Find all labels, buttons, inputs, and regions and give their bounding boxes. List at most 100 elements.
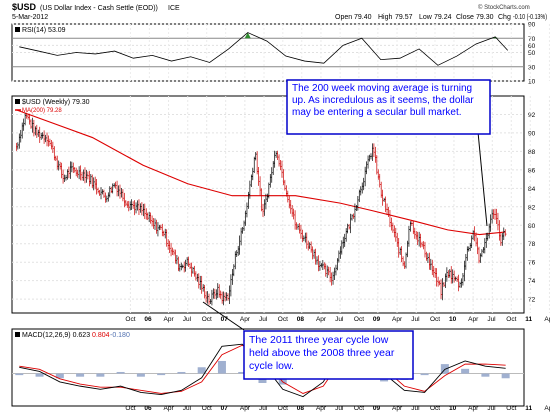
ma-note-text: The 200 week moving average is turning u… (292, 83, 474, 118)
open-label: Open (335, 14, 352, 21)
x-tick-label-bottom: Oct (506, 405, 516, 412)
x-tick-label: 09 (373, 316, 381, 323)
copyright: © StockCharts.com (478, 4, 530, 11)
price-tick-label: 84 (528, 186, 536, 193)
high-label: High (378, 14, 393, 21)
rsi-series (19, 32, 509, 66)
x-tick-label: Jul (411, 316, 420, 323)
price-tick-label: 92 (528, 112, 536, 119)
x-tick-label-bottom: Jul (487, 405, 496, 412)
cycle-note-text: The 2011 three year cycle low held above… (249, 334, 395, 372)
macd-hist-bar (501, 373, 510, 379)
x-tick-label: Apr (392, 316, 403, 323)
x-tick-label-bottom: Jul (259, 405, 268, 412)
x-tick-label-bottom: Oct (125, 405, 135, 412)
x-tick-label-bottom: Oct (202, 405, 212, 412)
x-tick-label: Apr (468, 316, 479, 323)
x-tick-label-bottom: 07 (221, 405, 229, 412)
low-label: Low (419, 14, 433, 21)
rsi-tick-label: 60 (528, 43, 536, 50)
ma-note-box (286, 79, 491, 135)
x-tick-label: Jul (487, 316, 496, 323)
price-tick-label: 90 (528, 130, 536, 137)
ma-series (16, 109, 506, 236)
macd-hist-bar (15, 373, 24, 376)
x-tick-label: Apr (544, 316, 550, 323)
rsi-legend-swatch (15, 27, 20, 32)
rsi-tick-label: 90 (528, 22, 536, 29)
x-tick-label-bottom: Oct (278, 405, 288, 412)
price-tick-label: 78 (528, 241, 536, 248)
x-tick-label: Apr (316, 316, 327, 323)
x-tick-label-bottom: 11 (525, 405, 532, 412)
ma-legend: MA(200) 79.28 (22, 108, 62, 114)
x-tick-label: Jul (335, 316, 344, 323)
open-value: 79.40 (354, 14, 372, 21)
macd-hist-bar (76, 373, 85, 377)
x-tick-label-bottom: Apr (468, 405, 479, 412)
macd-hist-bar (420, 373, 429, 376)
x-tick-label: 06 (144, 316, 152, 323)
macd-legend-main: MACD(12,26,9) 0.623 (22, 332, 90, 339)
macd-hist-bar (35, 373, 44, 377)
price-tick-label: 74 (528, 278, 536, 285)
chart-exchange: ICE (168, 5, 180, 12)
price-legend: $USD (Weekly) 79.30 (22, 99, 90, 106)
price-tick-label: 80 (528, 223, 536, 230)
x-tick-label-bottom: Apr (164, 405, 175, 412)
high-value: 79.57 (395, 14, 413, 21)
chart-date: 5-Mar-2012 (12, 14, 48, 21)
x-tick-label: Oct (125, 316, 135, 323)
price-tick-label: 86 (528, 167, 536, 174)
macd-hist-bar (96, 373, 105, 377)
price-tick-label: 82 (528, 204, 536, 211)
x-tick-label-bottom: Jul (411, 405, 420, 412)
x-tick-label: Oct (202, 316, 212, 323)
x-tick-label-bottom: Apr (240, 405, 251, 412)
cycle-note-box (243, 330, 414, 380)
x-tick-label-bottom: 06 (144, 405, 152, 412)
macd-hist-bar (177, 371, 186, 374)
x-tick-label-bottom: 09 (373, 405, 381, 412)
x-tick-label-bottom: Oct (430, 405, 440, 412)
price-tick-label: 76 (528, 260, 536, 267)
chg-value: -0.10 (-0.13%) (513, 14, 547, 21)
macd-legend-hist: -0.180 (110, 332, 130, 339)
x-tick-label: Oct (506, 316, 516, 323)
macd-hist-bar (217, 360, 226, 374)
x-tick-label: 10 (449, 316, 457, 323)
chart-symbol: $USD (12, 2, 37, 12)
macd-hist-bar (238, 371, 247, 374)
price-legend-swatch (15, 99, 20, 104)
chart-instrument-name: (US Dollar Index - Cash Settle (EOD)) (40, 5, 158, 12)
rsi-overbought-fill (244, 32, 251, 39)
macd-hist-bar (197, 367, 206, 374)
x-tick-label-bottom: 08 (297, 405, 305, 412)
price-series (16, 112, 507, 306)
macd-legend-signal: 0.804 (92, 332, 110, 339)
close-value: 79.30 (476, 14, 494, 21)
macd-hist-bar (440, 364, 449, 374)
cycle-note-arrow (202, 301, 245, 331)
x-tick-label: 08 (297, 316, 305, 323)
rsi-line (19, 32, 509, 66)
rsi-tick-label: 10 (528, 79, 536, 86)
x-tick-label-bottom: Apr (316, 405, 327, 412)
x-tick-label: Jul (183, 316, 192, 323)
ma-line (16, 109, 506, 236)
x-tick-label: Oct (278, 316, 288, 323)
macd-legend-swatch (15, 332, 20, 337)
x-tick-label-bottom: Apr (544, 405, 550, 412)
x-tick-label: 11 (525, 316, 532, 323)
x-tick-label: Oct (430, 316, 440, 323)
x-tick-label-bottom: Jul (335, 405, 344, 412)
rsi-legend: RSI(14) 53.09 (22, 27, 66, 34)
x-tick-label: 07 (221, 316, 229, 323)
macd-hist-bar (136, 373, 145, 377)
macd-hist-bar (116, 371, 125, 374)
x-tick-label: Jul (259, 316, 268, 323)
price-tick-label: 72 (528, 297, 536, 304)
axis-ticks: Oct Oct 06 06 Apr Apr Jul Jul Oct Oct 07 07 Apr Apr Ju… (125, 316, 550, 412)
rsi-tick-label: 50 (528, 50, 536, 57)
